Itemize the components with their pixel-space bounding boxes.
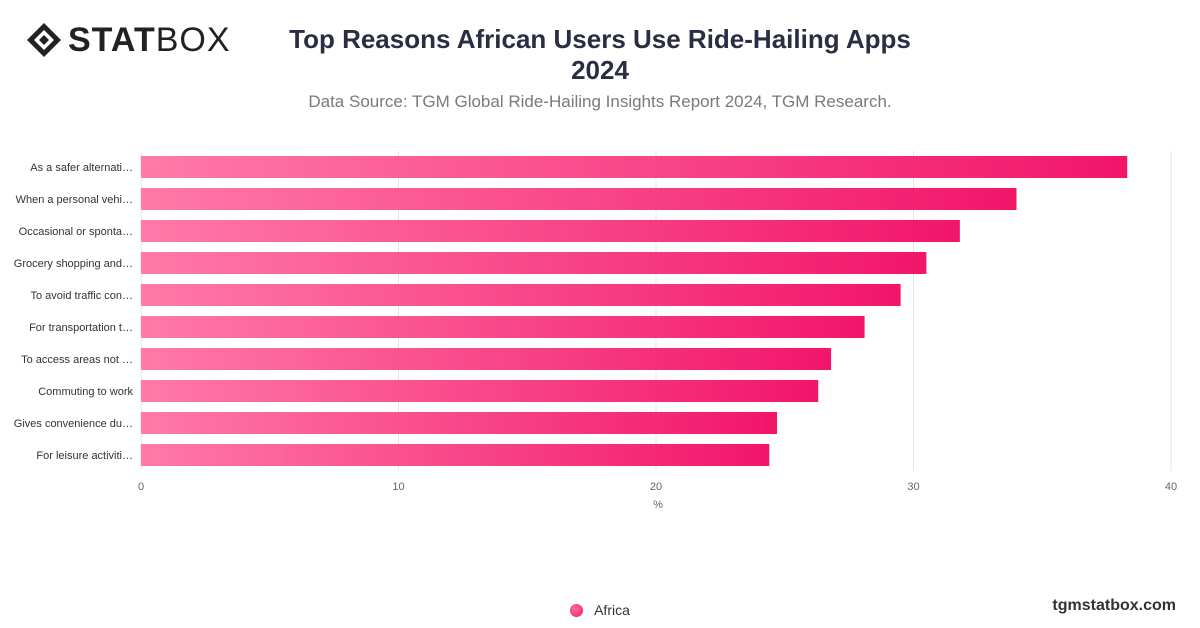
y-category-label: Occasional or sponta… [19, 226, 133, 238]
logo-word-bold: STAT [68, 21, 156, 59]
bar[interactable] [141, 412, 778, 434]
x-axis-ticks: 0 10 20 30 40 [138, 481, 1177, 493]
logo-wordmark: STATBOX [68, 22, 231, 58]
bars [141, 156, 1128, 466]
watermark: tgmstatbox.com [1052, 597, 1176, 614]
y-category-label: When a personal vehi… [16, 194, 133, 206]
y-category-label: Gives convenience du… [14, 418, 133, 430]
legend-label-africa: Africa [594, 602, 630, 618]
bar[interactable] [141, 444, 770, 466]
bar[interactable] [141, 252, 927, 274]
x-tick-label: 30 [907, 481, 919, 493]
y-axis-labels: As a safer alternati… When a personal veh… [14, 162, 134, 462]
y-category-label: Grocery shopping and… [14, 258, 133, 270]
chart-title: Top Reasons African Users Use Ride-Haili… [289, 24, 911, 54]
statbox-logo-icon [27, 23, 61, 57]
chart-legend[interactable]: Africa [0, 602, 1200, 618]
y-category-label: For transportation t… [29, 322, 133, 334]
bar[interactable] [141, 188, 1017, 210]
bar[interactable] [141, 316, 865, 338]
x-tick-label: 10 [392, 481, 404, 493]
y-category-label: For leisure activiti… [36, 450, 133, 462]
x-tick-label: 0 [138, 481, 144, 493]
x-axis-title: % [653, 499, 663, 511]
bar[interactable] [141, 284, 901, 306]
x-tick-label: 20 [650, 481, 662, 493]
bar[interactable] [141, 156, 1128, 178]
legend-marker-africa [570, 603, 584, 617]
y-category-label: As a safer alternati… [30, 162, 133, 174]
chart-subtitle: Data Source: TGM Global Ride-Hailing Ins… [308, 92, 892, 111]
logo-word-light: BOX [155, 21, 231, 59]
bar[interactable] [141, 348, 832, 370]
y-category-label: To access areas not … [21, 354, 133, 366]
bar[interactable] [141, 380, 819, 402]
y-category-label: To avoid traffic con… [30, 290, 133, 302]
bar[interactable] [141, 220, 960, 242]
y-category-label: Commuting to work [38, 386, 133, 398]
statbox-logo: STATBOX [26, 22, 231, 58]
x-tick-label: 40 [1165, 481, 1177, 493]
chart-title-year: 2024 [571, 55, 629, 85]
